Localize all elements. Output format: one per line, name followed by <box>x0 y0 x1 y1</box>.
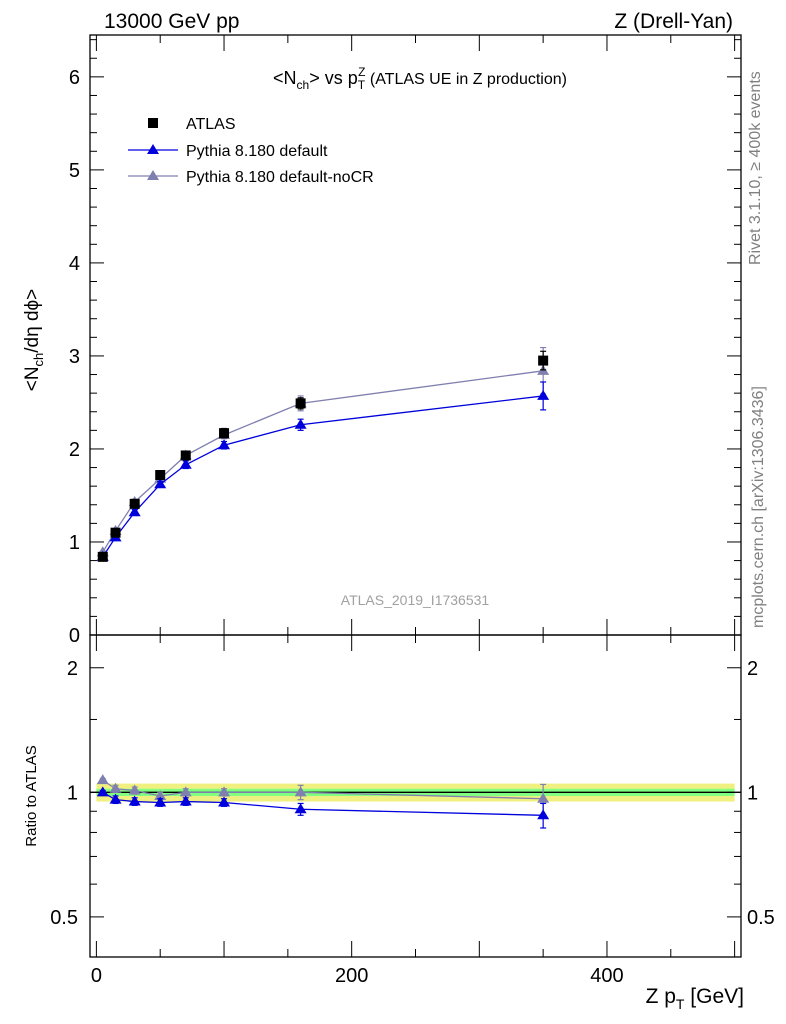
main-ytick-label: 4 <box>69 253 80 275</box>
ratio-ytick-label-right: 2 <box>747 658 758 680</box>
series-atlas-point <box>129 498 140 509</box>
series-atlas-point <box>295 398 306 409</box>
ratio-ytick-label: 2 <box>67 658 78 680</box>
series-nocr-line <box>102 370 544 553</box>
ratio-series-default-point <box>128 795 141 806</box>
ratio-series-nocr-point <box>96 774 109 785</box>
series-atlas-point <box>538 355 549 366</box>
legend-marker-atlas <box>148 118 158 128</box>
series-nocr <box>96 346 550 557</box>
mcplots-label: mcplots.cern.ch [arXiv:1306.3436] <box>750 386 767 628</box>
ratio-series-nocr-point <box>537 792 550 803</box>
legend: ATLAS Pythia 8.180 default Pythia 8.180 … <box>128 116 374 186</box>
ratio-series-default-point <box>179 795 192 806</box>
ratio-series-nocr-point <box>294 786 307 797</box>
series-default-point <box>179 458 192 469</box>
ratio-series-default-point <box>537 809 550 820</box>
main-ytick-label: 1 <box>69 532 80 554</box>
series-atlas <box>97 350 549 562</box>
ratio-ytick-label: 1 <box>67 782 78 804</box>
main-title: <Nch> vs pTZ (ATLAS UE in Z production) <box>273 65 567 92</box>
main-ytick-label: 0 <box>69 625 80 647</box>
main-ytick-label: 2 <box>69 439 80 461</box>
ratio-ytick-label-right: 0.5 <box>747 907 775 929</box>
ratio-xtick-label: 0 <box>91 965 102 987</box>
ratio-series-default-point <box>109 793 122 804</box>
legend-label-nocr: Pythia 8.180 default-noCR <box>186 169 374 186</box>
series-default-line <box>102 395 544 558</box>
series-default-point <box>128 506 141 517</box>
main-ytick-label: 5 <box>69 160 80 182</box>
main-ytick-label: 6 <box>69 67 80 89</box>
series-atlas-point <box>155 470 166 480</box>
ratio-ylabel: Ratio to ATLAS <box>23 745 40 846</box>
main-ytick-label: 3 <box>69 346 80 368</box>
ratio-xtick-label: 400 <box>590 965 623 987</box>
series-default-point <box>537 389 550 400</box>
legend-marker-nocr <box>147 170 159 180</box>
ratio-series-default-point <box>154 796 167 807</box>
ratio-ytick-label: 0.5 <box>50 907 78 929</box>
ratio-series-nocr-point <box>179 786 192 797</box>
ratio-series-nocr-point <box>109 782 122 793</box>
main-panel: 0 1 2 3 4 5 6 ATLAS_2019_I1736531 <Nch> vs pTZ… <box>22 34 742 647</box>
header-right: Z (Drell-Yan) <box>614 10 733 33</box>
series-atlas-point <box>110 527 121 538</box>
analysis-watermark: ATLAS_2019_I1736531 <box>341 592 490 608</box>
ratio-ticks: 0.5 0.5 1 1 2 2 0 200 400 <box>50 635 775 987</box>
ratio-series-nocr-point <box>128 784 141 795</box>
legend-marker-default <box>147 144 159 154</box>
ratio-series-default-point <box>96 786 109 797</box>
ratio-series-default <box>96 786 550 829</box>
series-default-point <box>294 418 307 429</box>
ratio-series-nocr-point <box>154 789 167 800</box>
ratio-frame <box>89 634 742 958</box>
ratio-xlabel: Z pT [GeV] <box>646 985 744 1012</box>
ratio-series-default-point <box>218 796 231 807</box>
ratio-panel: 0.5 0.5 1 1 2 2 0 200 400 Ratio to ATLAS Z pT [G… <box>23 634 775 1012</box>
ratio-ytick-label-right: 1 <box>747 782 758 804</box>
ratio-series-nocr-point <box>218 786 231 797</box>
series-default-point <box>154 478 167 489</box>
main-ylabel: <Nch/dη dϕ> <box>22 289 46 392</box>
legend-label-default: Pythia 8.180 default <box>186 143 328 160</box>
header-left: 13000 GeV pp <box>104 10 239 33</box>
series-atlas-point <box>97 551 108 562</box>
series-atlas-point <box>180 450 191 461</box>
ratio-xtick-label: 200 <box>335 965 368 987</box>
legend-label-atlas: ATLAS <box>186 116 236 133</box>
series-default-point <box>218 439 231 450</box>
series-atlas-point <box>219 428 230 439</box>
rivet-label: Rivet 3.1.10, ≥ 400k events <box>747 71 764 265</box>
main-ticks: 0 1 2 3 4 5 6 <box>69 35 741 647</box>
ratio-data <box>96 774 550 829</box>
main-data <box>96 346 550 562</box>
ratio-series-default-point <box>294 803 307 814</box>
